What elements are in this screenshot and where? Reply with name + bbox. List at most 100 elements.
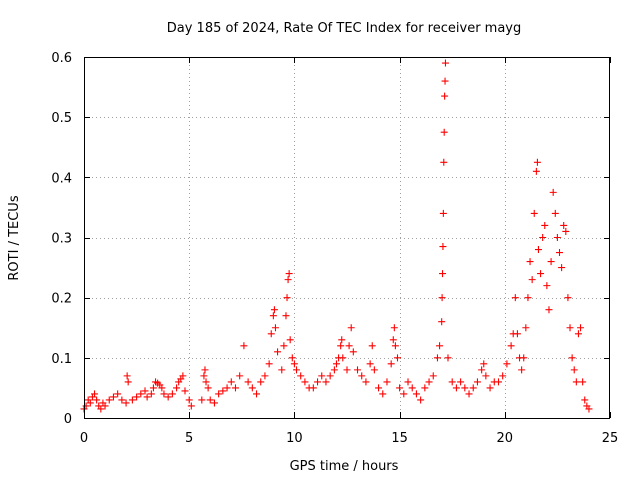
data-point — [452, 384, 460, 392]
data-point — [547, 258, 555, 266]
data-point — [480, 360, 488, 368]
data-point — [128, 396, 136, 404]
data-point — [572, 378, 580, 386]
data-point — [86, 399, 94, 407]
data-point — [439, 209, 447, 217]
data-point — [457, 378, 465, 386]
data-point — [534, 246, 542, 254]
data-point — [343, 366, 351, 374]
data-point — [133, 393, 141, 401]
data-point — [204, 384, 212, 392]
data-point — [261, 372, 269, 380]
data-point — [429, 372, 437, 380]
data-point — [439, 270, 447, 278]
data-point — [236, 372, 244, 380]
data-point — [240, 342, 248, 350]
data-point — [274, 348, 282, 356]
data-point — [574, 330, 582, 338]
chart-title: Day 185 of 2024, Rate Of TEC Index for r… — [167, 21, 522, 36]
data-point — [91, 390, 99, 398]
data-point — [513, 330, 521, 338]
data-point — [141, 387, 149, 395]
y-axis-label: ROTI / TECUs — [7, 195, 22, 280]
data-point — [577, 324, 585, 332]
data-point — [297, 372, 305, 380]
data-point — [551, 209, 559, 217]
y-tick-label: 0.6 — [51, 51, 72, 66]
data-point — [494, 378, 502, 386]
data-point — [283, 294, 291, 302]
data-point — [124, 378, 132, 386]
data-point — [187, 402, 195, 410]
data-point — [101, 402, 109, 410]
data-point — [210, 399, 218, 407]
data-point — [444, 354, 452, 362]
data-point — [526, 258, 534, 266]
data-point — [532, 167, 540, 175]
data-point — [366, 360, 374, 368]
data-point — [396, 384, 404, 392]
y-tick-label: 0.1 — [51, 352, 72, 367]
data-point — [570, 366, 578, 374]
data-point — [168, 390, 176, 398]
data-point — [337, 342, 345, 350]
data-point — [202, 378, 210, 386]
data-point — [206, 396, 214, 404]
data-point — [227, 378, 235, 386]
data-point — [282, 312, 290, 320]
data-point — [301, 378, 309, 386]
data-point — [391, 342, 399, 350]
data-point — [448, 378, 456, 386]
data-point — [158, 384, 166, 392]
data-point — [97, 405, 105, 413]
data-point — [149, 384, 157, 392]
data-point — [379, 390, 387, 398]
data-point — [93, 396, 101, 404]
axis-ticks — [84, 57, 611, 419]
data-point — [441, 77, 449, 85]
data-point — [478, 366, 486, 374]
data-point — [511, 294, 519, 302]
data-point — [270, 306, 278, 314]
data-point — [257, 378, 265, 386]
x-tick-labels: 0 5 10 15 20 25 — [80, 431, 618, 446]
data-point — [473, 378, 481, 386]
data-point — [362, 378, 370, 386]
data-point — [368, 342, 376, 350]
data-point — [436, 342, 444, 350]
data-point — [412, 390, 420, 398]
data-point — [253, 390, 261, 398]
data-point — [507, 342, 515, 350]
data-point — [173, 384, 181, 392]
x-tick-label: 5 — [185, 431, 193, 446]
data-point — [349, 348, 357, 356]
data-point — [345, 342, 353, 350]
data-point — [440, 158, 448, 166]
x-tick-label: 15 — [391, 431, 408, 446]
data-point — [231, 384, 239, 392]
data-point — [219, 387, 227, 395]
data-point — [269, 312, 277, 320]
data-point — [390, 324, 398, 332]
data-point — [558, 264, 566, 272]
y-tick-label: 0.5 — [51, 111, 72, 126]
data-point — [284, 276, 292, 284]
x-tick-label: 25 — [602, 431, 619, 446]
data-point — [332, 360, 340, 368]
data-point — [147, 390, 155, 398]
data-point — [181, 387, 189, 395]
data-point — [179, 372, 187, 380]
data-point — [541, 221, 549, 229]
data-point — [290, 360, 298, 368]
data-point — [122, 399, 130, 407]
data-point — [522, 324, 530, 332]
data-point — [358, 372, 366, 380]
data-point — [109, 393, 117, 401]
data-point — [439, 243, 447, 251]
data-point — [564, 294, 572, 302]
plot-frame — [84, 57, 610, 419]
data-point — [185, 396, 193, 404]
data-point — [280, 342, 288, 350]
data-point — [438, 294, 446, 302]
